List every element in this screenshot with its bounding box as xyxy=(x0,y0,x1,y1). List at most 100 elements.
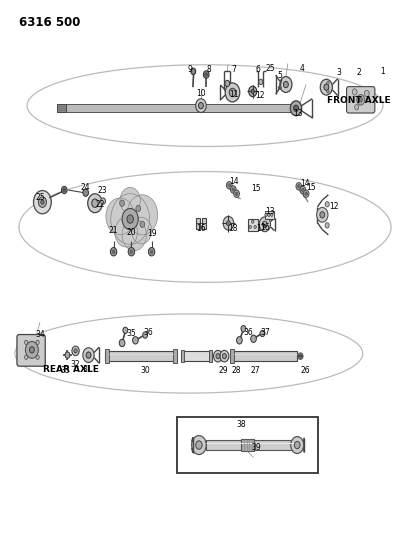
Circle shape xyxy=(299,187,305,193)
Circle shape xyxy=(227,184,230,187)
Circle shape xyxy=(122,208,138,230)
FancyBboxPatch shape xyxy=(17,335,45,366)
Text: 5: 5 xyxy=(277,71,281,80)
Circle shape xyxy=(226,182,231,189)
Circle shape xyxy=(250,335,256,342)
Circle shape xyxy=(142,332,147,338)
Text: 20: 20 xyxy=(126,228,136,237)
Circle shape xyxy=(148,247,155,256)
Text: 35: 35 xyxy=(126,329,136,338)
Text: 7: 7 xyxy=(231,64,236,74)
Text: 15: 15 xyxy=(306,183,315,192)
Circle shape xyxy=(119,200,124,206)
Bar xyxy=(176,417,317,473)
Text: 6316 500: 6316 500 xyxy=(19,16,80,29)
Text: 25: 25 xyxy=(265,63,275,72)
Text: 3: 3 xyxy=(335,68,340,77)
Text: 16: 16 xyxy=(259,223,269,232)
Text: 12: 12 xyxy=(328,202,337,211)
Bar xyxy=(104,351,176,361)
Circle shape xyxy=(283,82,288,88)
Circle shape xyxy=(41,200,44,204)
Circle shape xyxy=(326,82,328,85)
Circle shape xyxy=(297,353,302,359)
Text: 19: 19 xyxy=(147,229,157,238)
Circle shape xyxy=(38,197,46,207)
Circle shape xyxy=(195,99,206,112)
Circle shape xyxy=(204,73,207,76)
Circle shape xyxy=(83,348,94,362)
Text: 15: 15 xyxy=(250,184,260,193)
Circle shape xyxy=(224,80,229,87)
Text: FRONT AXLE: FRONT AXLE xyxy=(326,96,389,105)
Text: 2: 2 xyxy=(355,68,360,77)
Circle shape xyxy=(86,352,91,358)
Circle shape xyxy=(236,337,242,344)
Circle shape xyxy=(222,353,226,359)
Text: 22: 22 xyxy=(95,200,104,209)
Text: 24: 24 xyxy=(81,183,90,192)
Circle shape xyxy=(128,247,134,256)
Circle shape xyxy=(231,188,234,191)
Text: 12: 12 xyxy=(254,91,264,100)
Bar xyxy=(229,349,234,363)
Text: 33: 33 xyxy=(61,366,70,375)
Circle shape xyxy=(106,198,134,235)
Text: 26: 26 xyxy=(300,366,309,375)
Circle shape xyxy=(253,225,256,229)
Bar xyxy=(104,349,108,363)
Circle shape xyxy=(258,79,262,85)
Circle shape xyxy=(230,186,236,193)
Text: 14: 14 xyxy=(300,179,309,188)
Circle shape xyxy=(290,101,301,116)
Circle shape xyxy=(267,213,270,216)
Circle shape xyxy=(240,326,245,332)
Circle shape xyxy=(132,337,138,344)
Text: 25: 25 xyxy=(35,193,45,203)
Circle shape xyxy=(233,190,239,197)
Circle shape xyxy=(316,207,327,222)
Bar xyxy=(172,349,176,363)
Text: 18: 18 xyxy=(228,224,238,233)
Circle shape xyxy=(259,330,264,337)
Bar xyxy=(241,439,253,451)
Circle shape xyxy=(250,90,254,93)
Text: 13: 13 xyxy=(292,109,302,118)
Circle shape xyxy=(61,187,67,193)
Bar xyxy=(196,218,200,229)
Bar xyxy=(180,351,212,361)
Text: 27: 27 xyxy=(250,366,260,375)
Circle shape xyxy=(36,355,39,359)
Circle shape xyxy=(88,193,102,213)
Circle shape xyxy=(119,340,125,346)
Circle shape xyxy=(270,213,272,216)
Circle shape xyxy=(297,185,299,188)
Circle shape xyxy=(279,77,291,92)
Circle shape xyxy=(356,94,364,105)
Text: 39: 39 xyxy=(251,443,261,453)
Circle shape xyxy=(249,225,251,229)
Circle shape xyxy=(324,223,328,228)
Circle shape xyxy=(358,98,362,102)
Text: 37: 37 xyxy=(259,328,269,337)
Text: REAR AXLE: REAR AXLE xyxy=(43,365,99,374)
Text: 1: 1 xyxy=(380,67,384,76)
Circle shape xyxy=(229,88,235,96)
Bar xyxy=(206,440,294,450)
Circle shape xyxy=(304,192,307,195)
Circle shape xyxy=(264,213,267,216)
Circle shape xyxy=(213,350,222,362)
Circle shape xyxy=(354,104,358,110)
Circle shape xyxy=(323,84,328,90)
Circle shape xyxy=(120,188,140,214)
Circle shape xyxy=(225,83,239,102)
Circle shape xyxy=(293,105,298,111)
Circle shape xyxy=(63,189,65,191)
Circle shape xyxy=(235,192,237,195)
Bar xyxy=(180,350,184,362)
Text: 36: 36 xyxy=(243,328,253,337)
Text: 31: 31 xyxy=(83,365,92,374)
Bar xyxy=(209,350,212,362)
Circle shape xyxy=(92,199,98,207)
Circle shape xyxy=(190,68,195,75)
